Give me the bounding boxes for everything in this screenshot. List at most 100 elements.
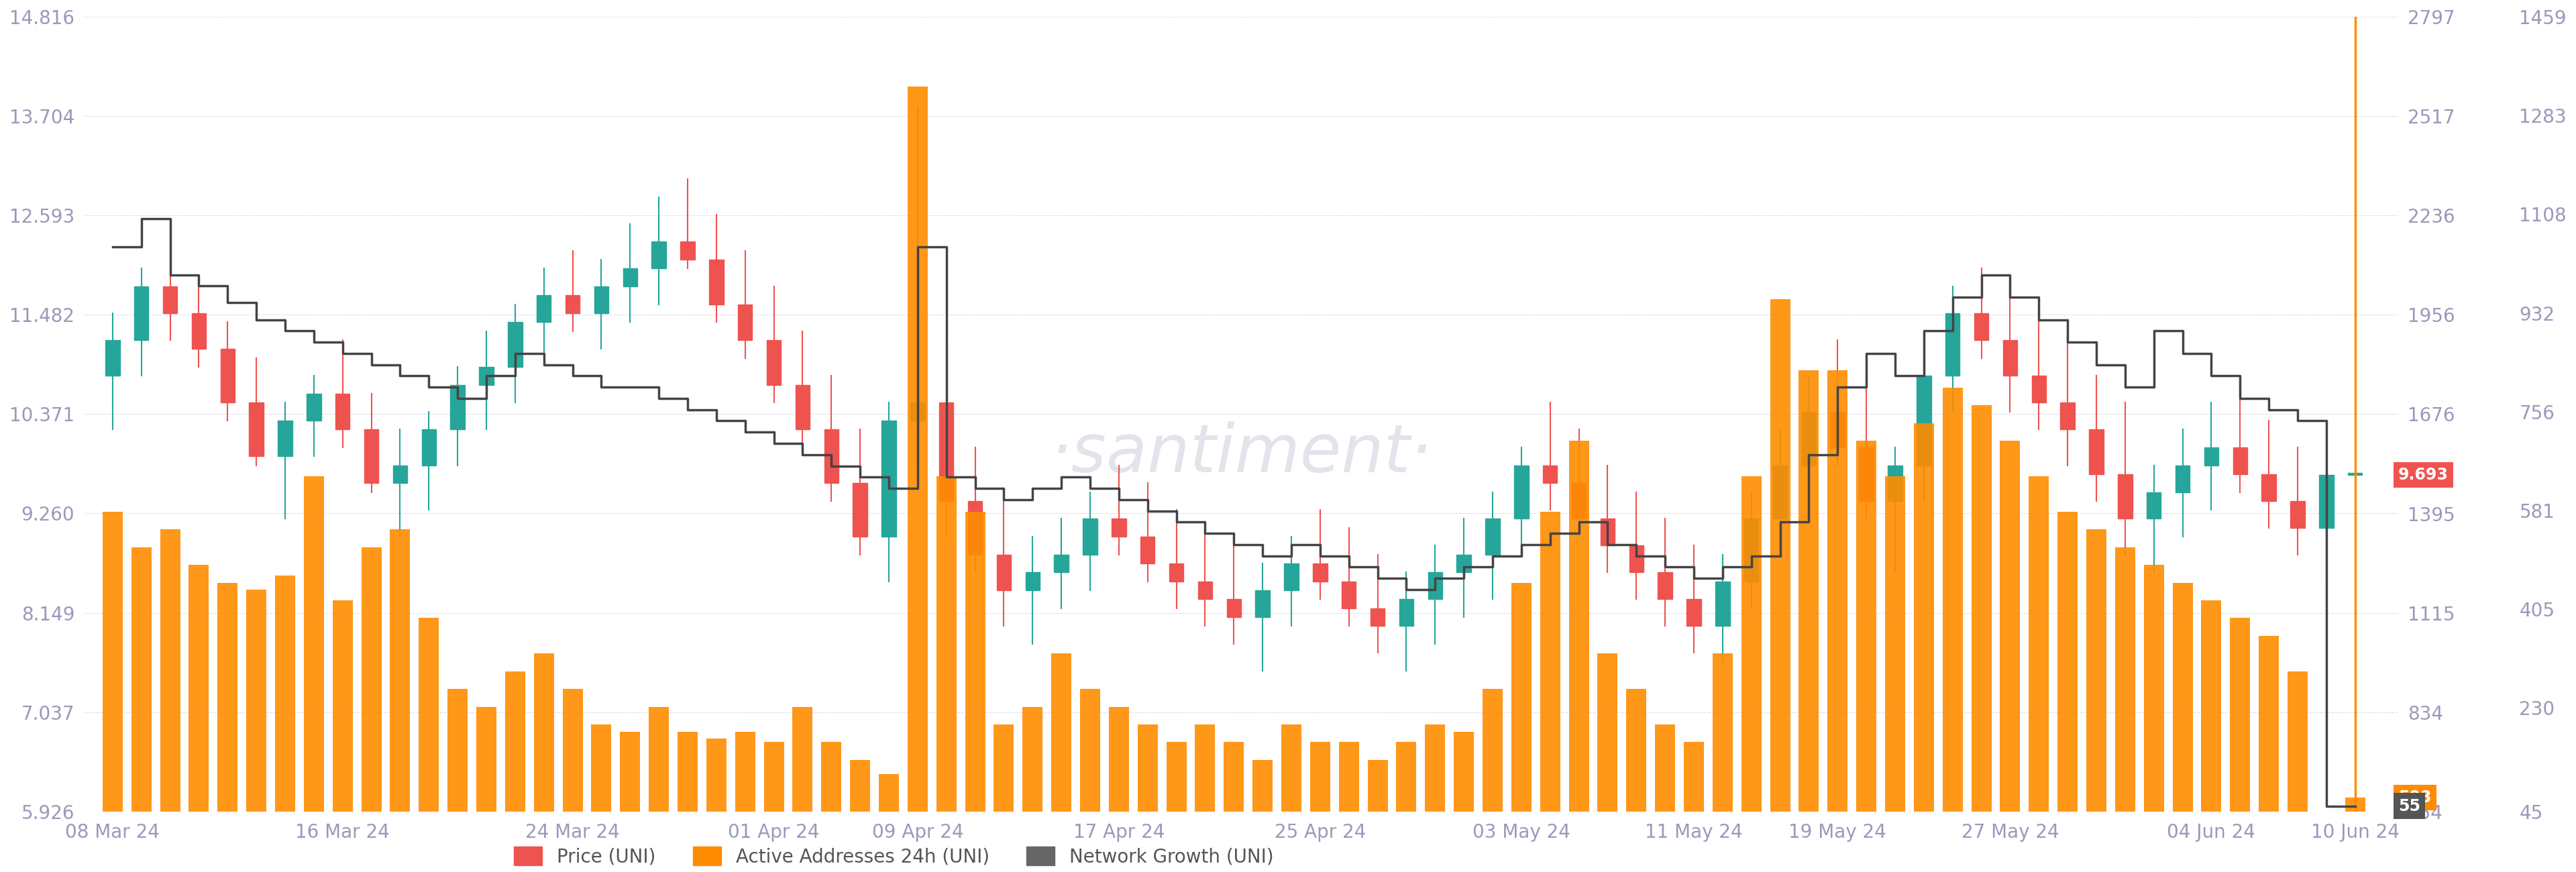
Bar [1543,465,1558,483]
Bar [505,671,526,872]
Bar [2262,474,2277,501]
Bar [680,242,696,260]
Bar [1139,725,1157,872]
Bar [1716,582,1728,626]
Bar [536,296,551,322]
Bar [1198,582,1213,599]
Bar [1314,563,1327,582]
Bar [1942,388,1963,872]
Bar [361,548,381,872]
Bar [1113,519,1126,537]
Bar [276,576,296,872]
Bar [595,286,608,313]
Bar [907,86,927,872]
Bar [1425,725,1445,872]
Bar [363,429,379,483]
Bar [1512,582,1530,872]
Bar [2004,340,2017,376]
Bar [1600,519,1615,546]
Bar [2087,529,2107,872]
Bar [1427,573,1443,599]
Bar [2146,492,2161,519]
Bar [1687,599,1700,626]
Bar [1685,742,1703,872]
Bar [765,742,783,872]
Bar [389,529,410,872]
Bar [247,589,265,872]
Bar [592,725,611,872]
Bar [1195,725,1216,872]
Bar [850,760,871,872]
Bar [1224,742,1244,872]
Bar [2290,501,2306,528]
Bar [420,618,438,872]
Bar [1770,299,1790,872]
Bar [1340,742,1360,872]
Bar [1082,519,1097,555]
Bar [1625,689,1646,872]
Bar [1772,465,1788,519]
Bar [768,340,781,385]
Bar [533,653,554,872]
Bar [909,403,925,420]
Bar [2061,403,2074,429]
Bar [1108,706,1128,872]
Bar [1798,370,1819,872]
Text: 9.693: 9.693 [2398,467,2447,483]
Bar [824,429,840,483]
Bar [1628,546,1643,573]
Bar [708,260,724,304]
Bar [191,313,206,349]
Bar [564,296,580,313]
Bar [1597,653,1618,872]
Bar [216,582,237,872]
Bar [1023,706,1043,872]
Bar [1571,483,1587,519]
Bar [935,476,956,872]
Bar [479,367,495,385]
Bar [2287,671,2308,872]
Legend: Price (UNI), Active Addresses 24h (UNI), Network Growth (UNI): Price (UNI), Active Addresses 24h (UNI),… [507,839,1280,872]
Bar [969,501,981,555]
Bar [1370,609,1386,626]
Bar [2318,474,2334,528]
Bar [2117,474,2133,519]
Bar [1051,653,1072,872]
Bar [1713,653,1734,872]
Bar [1971,405,1991,872]
Bar [1999,441,2020,872]
Bar [2058,512,2079,872]
Bar [562,689,582,872]
Bar [677,732,698,872]
Bar [1025,573,1041,590]
Bar [451,385,464,429]
Bar [1654,725,1674,872]
Bar [997,555,1010,590]
Bar [2344,798,2365,872]
Bar [1914,423,1935,872]
Bar [160,529,180,872]
Bar [2030,476,2048,872]
Bar [1945,313,1960,376]
Bar [1801,412,1816,465]
Bar [1285,563,1298,590]
Text: 593: 593 [2398,790,2432,806]
Bar [1167,742,1188,872]
Bar [1342,582,1355,609]
Bar [966,512,984,872]
Bar [1540,512,1561,872]
Bar [1079,689,1100,872]
Bar [507,322,523,367]
Bar [304,476,325,872]
Bar [332,600,353,872]
Bar [2089,429,2105,474]
Bar [2174,465,2190,492]
Bar [2347,473,2362,474]
Bar [734,732,755,872]
Bar [335,393,350,429]
Bar [1857,441,1875,872]
Bar [2259,636,2280,872]
Bar [2032,376,2045,403]
Bar [394,465,407,483]
Bar [2231,618,2249,872]
